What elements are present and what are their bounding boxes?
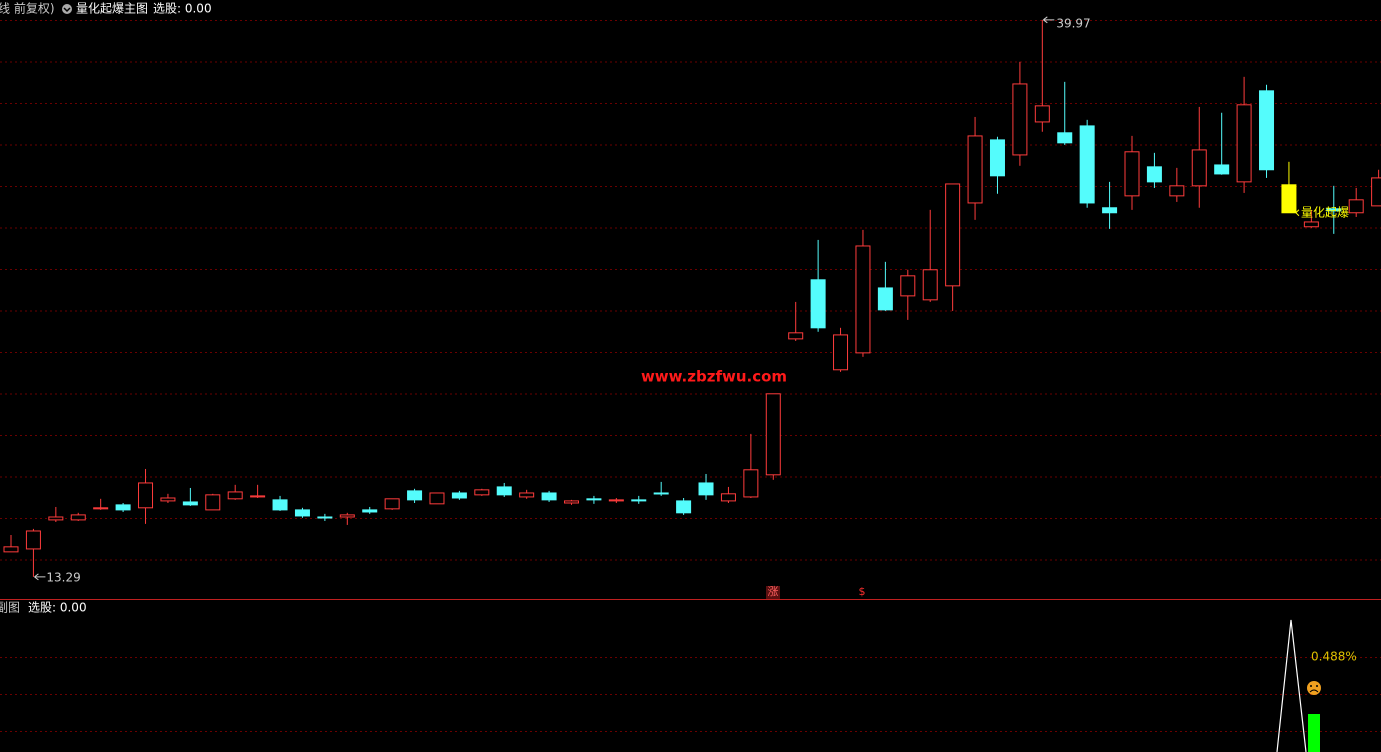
candle-body [339,514,355,518]
signal-arrow [1295,209,1300,217]
candle-body [1034,105,1050,123]
candle-body [1214,164,1230,175]
candle-body [1102,207,1118,214]
face-mouth [1309,689,1319,693]
candle-body [855,245,871,354]
candle-body [474,489,490,496]
candle-body [967,135,983,204]
candle-body [1057,132,1073,144]
candle-body [1281,184,1297,214]
candle-body [1371,177,1381,207]
candle-body [564,500,579,504]
candle-body [1348,199,1364,214]
candle-body [765,393,781,476]
candle-body [1326,208,1342,212]
candle-body [496,486,512,496]
candle-body [698,482,714,496]
candles: 39.97 13.29 量化起爆 [3,16,1381,584]
candle-body [1303,221,1319,228]
candle-body [1124,151,1140,197]
candle-body [922,269,938,301]
candle-body [160,497,176,502]
candle-body [519,492,535,498]
face-eye [1310,685,1312,687]
sub-indicator-line [1276,619,1307,752]
sub-title: 副图 [0,601,20,615]
candle-body [1079,125,1095,204]
face-eye [1316,685,1318,687]
candle-body [227,491,243,500]
candle-body [877,287,893,311]
candle-body [48,516,64,521]
candle-body [1146,166,1162,183]
max-arrow [1043,16,1055,24]
candle-body [989,139,1005,177]
candle-body [810,279,826,329]
candle-body [407,490,423,501]
watermark: www.zbzfwu.com [641,368,787,386]
candle-body [1259,90,1275,171]
candle-body [676,500,692,514]
candle-body [945,183,961,287]
candle-body [429,492,445,505]
candle-body [250,495,266,498]
sad-face [1307,681,1321,695]
dropdown-arrow [63,7,71,13]
candle-body [362,509,378,513]
candle-body [1169,185,1185,197]
candle-body [384,498,400,510]
rise-marker: 涨 [768,585,779,598]
indicator-name: 量化起爆主图 [76,2,148,16]
candle-body [900,275,916,297]
candle-body [608,499,624,502]
candle-body [70,514,86,521]
candle-body [272,499,288,511]
sub-value-label: 0.488% [1311,650,1357,664]
min-label: 13.29 [46,570,80,584]
candle-body [317,516,333,519]
candle-body [586,498,602,501]
dollar-marker: $ [859,585,866,598]
candle-body [653,492,669,495]
candle-body [138,482,154,509]
candle-body [3,546,19,553]
min-arrow [34,573,46,581]
sub-select: 选股: 0.00 [28,601,87,615]
candle-body [115,504,131,511]
candle-body [720,493,736,502]
candle-body [451,492,467,499]
candle-body [743,469,759,498]
sub-indicator-bar [1308,714,1320,752]
select-label: 选股: 0.00 [153,2,212,16]
mode-label: 线 前复权) [0,1,55,16]
signal-label: 量化起爆 [1301,205,1349,219]
candle-body [788,332,804,340]
grid [0,20,1381,732]
candle-body [205,494,221,511]
rise-badge [766,586,780,599]
candle-body [541,492,557,501]
candle-body [294,509,310,517]
candle-body [182,501,198,506]
candle-body [1191,149,1207,187]
candle-body [1012,83,1028,156]
candle-body [93,507,109,510]
candle-body [1236,104,1252,183]
candle-body [631,499,647,502]
dropdown-icon[interactable] [62,4,72,14]
max-label: 39.97 [1056,16,1090,30]
candle-body [25,530,41,550]
candle-body [833,334,849,371]
